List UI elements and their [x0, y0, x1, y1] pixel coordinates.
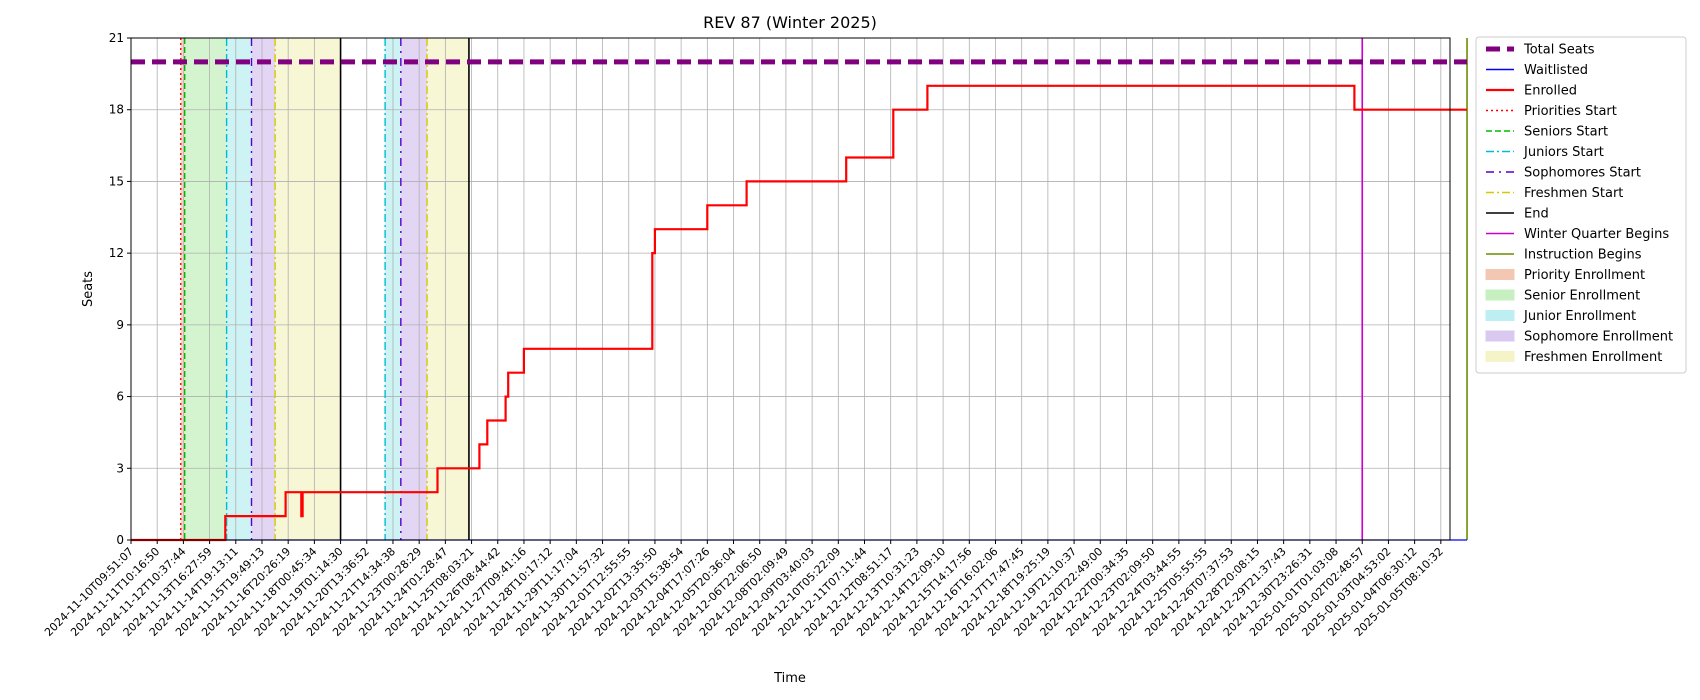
y-tick-label: 3	[116, 461, 124, 475]
legend-label: Enrolled	[1524, 84, 1577, 99]
y-axis-label: Seats	[81, 271, 96, 307]
series-line	[131, 84, 1467, 542]
legend: Total Seats Waitlisted Enrolled Priorities …	[1475, 36, 1687, 374]
legend-swatch	[1485, 269, 1515, 280]
legend-swatch	[1485, 310, 1515, 321]
legend-label: Juniors Start	[1523, 145, 1604, 160]
x-axis-ticks: 2024-11-10T09:51:072024-11-11T10:16:5020…	[42, 540, 1446, 639]
legend-label: Winter Quarter Begins	[1524, 227, 1669, 242]
enrollment-span	[275, 38, 341, 540]
legend-label: Seniors Start	[1524, 125, 1608, 140]
legend-label: Instruction Begins	[1524, 248, 1642, 263]
plot-frame	[130, 37, 1451, 541]
enrollment-span	[400, 38, 428, 540]
legend-label: Priorities Start	[1524, 104, 1617, 119]
y-tick-label: 12	[109, 246, 124, 260]
enrollment-span	[427, 38, 469, 540]
legend-label: Sophomores Start	[1524, 166, 1641, 181]
legend-label: Freshmen Start	[1524, 186, 1623, 201]
legend-frame	[1475, 36, 1687, 374]
enrollment-span	[180, 38, 185, 540]
enrollment-span	[251, 38, 276, 540]
event-markers	[180, 38, 1468, 540]
legend-label: Sophomore Enrollment	[1524, 330, 1673, 345]
enrollment-span	[184, 38, 227, 540]
legend-swatch	[1485, 289, 1515, 301]
x-axis-label: Time	[773, 671, 806, 686]
y-tick-label: 6	[116, 390, 124, 404]
legend-label: Junior Enrollment	[1523, 309, 1636, 324]
enrollment-spans	[180, 38, 469, 540]
enrollment-span	[226, 38, 252, 540]
legend-label: Waitlisted	[1524, 63, 1588, 78]
legend-label: End	[1524, 207, 1549, 222]
y-tick-label: 18	[109, 103, 124, 117]
y-tick-label: 15	[109, 174, 124, 188]
chart-title: REV 87 (Winter 2025)	[703, 13, 877, 32]
y-tick-label: 0	[116, 533, 124, 547]
y-tick-label: 21	[109, 31, 124, 45]
grid	[130, 37, 1450, 541]
legend-label: Priority Enrollment	[1524, 268, 1645, 283]
y-axis-ticks: 0 3 6 9 12 15 18 21	[109, 31, 131, 547]
legend-swatch	[1485, 330, 1515, 342]
legend-swatch	[1485, 351, 1515, 362]
legend-label: Freshmen Enrollment	[1524, 350, 1662, 365]
y-tick-label: 9	[116, 318, 124, 332]
legend-label: Senior Enrollment	[1524, 289, 1640, 304]
legend-label: Total Seats	[1523, 43, 1595, 58]
